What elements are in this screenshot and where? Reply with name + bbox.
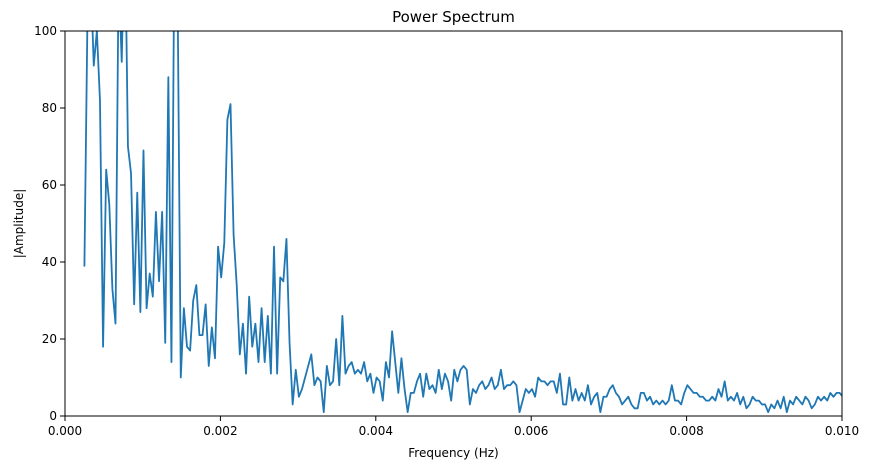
plot-area xyxy=(65,31,842,416)
x-tick-label: 0.006 xyxy=(514,424,548,438)
series-line xyxy=(83,31,842,414)
y-tick-label: 60 xyxy=(42,178,57,192)
y-tick-label: 40 xyxy=(42,255,57,269)
x-tick-label: 0.004 xyxy=(359,424,393,438)
x-axis-label: Frequency (Hz) xyxy=(408,446,499,460)
y-tick-label: 20 xyxy=(42,332,57,346)
y-axis-ticks: 0 20 40 60 80 100 xyxy=(34,24,65,423)
y-tick-label: 0 xyxy=(49,409,57,423)
y-tick-label: 100 xyxy=(34,24,57,38)
chart-title: Power Spectrum xyxy=(392,8,515,26)
x-axis-ticks: 0.000 0.002 0.004 0.006 0.008 0.010 xyxy=(48,416,859,438)
x-tick-label: 0.000 xyxy=(48,424,82,438)
y-axis-label: |Amplitude| xyxy=(12,189,26,259)
x-tick-label: 0.010 xyxy=(825,424,859,438)
x-tick-label: 0.008 xyxy=(669,424,703,438)
y-tick-label: 80 xyxy=(42,101,57,115)
x-tick-label: 0.002 xyxy=(203,424,237,438)
plot-frame xyxy=(64,30,843,417)
